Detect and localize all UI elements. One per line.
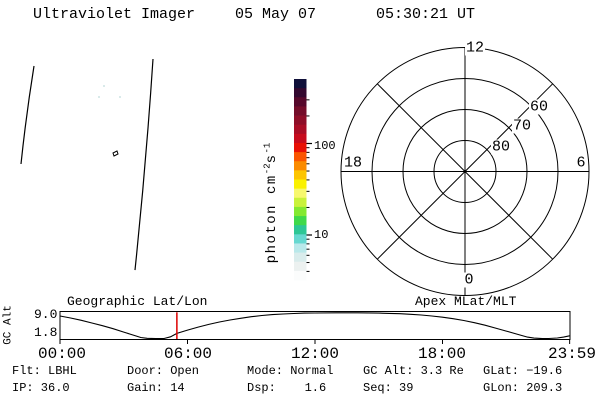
unit-mid: s bbox=[264, 153, 280, 164]
apex-axis-label: Apex MLat/MLT bbox=[415, 294, 517, 309]
status-dsp: Dsp: 1.6 bbox=[247, 381, 327, 395]
status-ip: IP: 36.0 bbox=[12, 381, 70, 395]
colorbar-tick-label-100: 100 bbox=[314, 139, 336, 153]
colorbar-band bbox=[294, 161, 307, 171]
status-gc-alt: GC Alt: 3.3 Re bbox=[363, 364, 464, 378]
colorbar-band bbox=[294, 115, 307, 126]
colorbar-band bbox=[294, 133, 307, 144]
unit-exp-1: -1 bbox=[262, 142, 273, 154]
polar-lat-label: 70 bbox=[511, 117, 533, 135]
polar-spoke bbox=[376, 83, 554, 260]
image-grid-line bbox=[20, 65, 35, 165]
faint-speck bbox=[119, 96, 121, 98]
header-title: Ultraviolet Imager bbox=[33, 6, 196, 23]
image-grid-line bbox=[134, 58, 154, 271]
colorbar-band bbox=[294, 270, 307, 281]
timeline-box bbox=[59, 311, 571, 340]
xtick-label-1800: 18:00 bbox=[417, 345, 467, 363]
gc-alt-ylabel: GC Alt bbox=[2, 305, 15, 345]
colorbar-band bbox=[294, 188, 307, 199]
xtick-label-0600: 06:00 bbox=[163, 345, 213, 363]
ytick-label-9: 9.0 bbox=[34, 307, 58, 322]
status-seq: Seq: 39 bbox=[363, 381, 414, 395]
colorbar-band bbox=[294, 124, 307, 135]
colorbar-band bbox=[294, 197, 307, 208]
xtick-label-1200: 12:00 bbox=[290, 345, 340, 363]
polar-mlt-label: 12 bbox=[464, 39, 486, 57]
colorbar-band bbox=[294, 261, 307, 272]
faint-speck bbox=[98, 96, 100, 98]
colorbar-band bbox=[294, 234, 307, 244]
colorbar-band bbox=[294, 88, 307, 98]
polar-mlt-label: 0 bbox=[463, 271, 475, 289]
polar-mlt-label: 18 bbox=[342, 154, 364, 172]
status-door: Door: Open bbox=[127, 364, 200, 378]
altitude-curve bbox=[59, 312, 570, 340]
polar-lat-label: 60 bbox=[528, 98, 550, 116]
status-filter: Flt: LBHL bbox=[12, 364, 77, 378]
status-gain: Gain: 14 bbox=[127, 381, 185, 395]
status-glat: GLat: −19.6 bbox=[483, 364, 563, 378]
colorbar-band bbox=[294, 252, 307, 263]
colorbar-unit-label: photon cm-2s-1 bbox=[262, 142, 280, 264]
polar-lat-label: 80 bbox=[490, 138, 512, 156]
colorbar-band bbox=[294, 152, 307, 162]
colorbar-tick-label-10: 10 bbox=[314, 228, 329, 242]
polar-mlt-label: 6 bbox=[575, 154, 587, 172]
colorbar-band bbox=[294, 243, 307, 253]
colorbar-band bbox=[294, 142, 307, 153]
unit-prefix: photon cm bbox=[264, 174, 280, 264]
colorbar-band bbox=[294, 79, 307, 89]
geographic-axis-label: Geographic Lat/Lon bbox=[67, 294, 208, 309]
header-time: 05:30:21 UT bbox=[376, 6, 476, 23]
colorbar-band bbox=[294, 206, 307, 217]
colorbar-band bbox=[294, 97, 307, 107]
colorbar-band bbox=[294, 179, 307, 190]
xtick-label-2359: 23:59 bbox=[547, 345, 597, 363]
ytick-label-18: 1.8 bbox=[34, 325, 58, 340]
artifact-mark bbox=[112, 150, 119, 157]
faint-speck bbox=[103, 85, 105, 87]
colorbar-band bbox=[294, 225, 307, 235]
xtick-label-0000: 00:00 bbox=[37, 345, 87, 363]
colorbar-band bbox=[294, 170, 307, 180]
header-date: 05 May 07 bbox=[235, 6, 317, 23]
colorbar-band bbox=[294, 216, 307, 226]
status-mode: Mode: Normal bbox=[247, 364, 334, 378]
colorbar-band bbox=[294, 106, 307, 116]
status-glon: GLon: 209.3 bbox=[483, 381, 563, 395]
unit-exp-2: -2 bbox=[262, 163, 273, 175]
